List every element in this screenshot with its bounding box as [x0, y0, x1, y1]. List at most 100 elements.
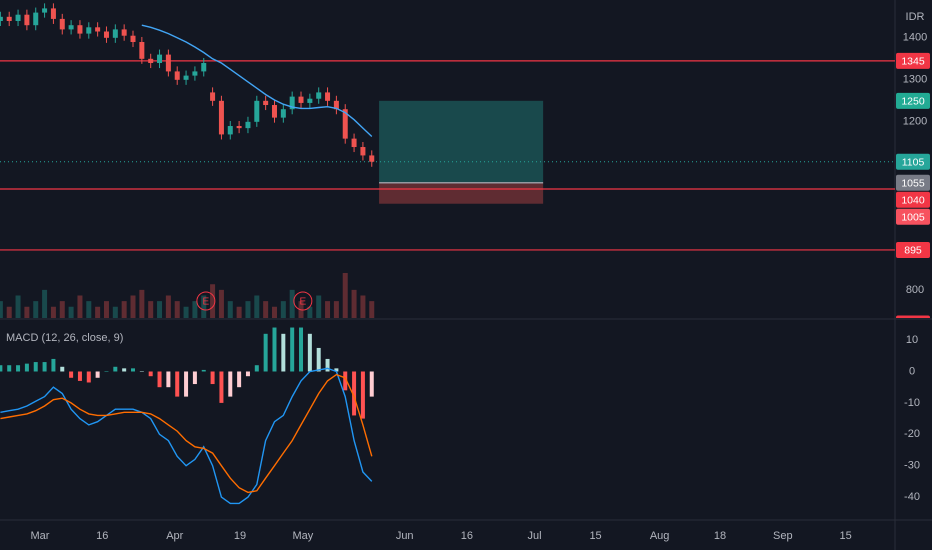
volume-bar — [227, 301, 233, 318]
price-label-box — [896, 174, 930, 191]
candle-body — [192, 71, 198, 76]
volume-bar — [68, 306, 74, 318]
volume-bar — [148, 301, 154, 318]
candle-body — [0, 16, 3, 22]
macd-histogram-bar — [0, 365, 3, 372]
volume-bar — [103, 301, 109, 318]
macd-histogram-bar — [290, 327, 295, 372]
candle-body — [68, 25, 74, 30]
macd-histogram-bar — [86, 371, 91, 383]
x-tick-label: 18 — [714, 530, 726, 542]
volume-bar — [360, 295, 366, 318]
volume-bar — [245, 301, 251, 318]
volume-bar — [351, 289, 357, 318]
candle-body — [103, 31, 109, 38]
candle-body — [227, 126, 233, 135]
macd-histogram-bar — [334, 368, 339, 372]
currency: IDR — [906, 11, 925, 23]
volume-bar — [307, 306, 313, 318]
macd-histogram-bar — [24, 363, 29, 372]
volume-bar — [77, 295, 83, 318]
macd-histogram-bar — [237, 371, 242, 388]
volume-bar — [183, 306, 189, 318]
candle-body — [165, 54, 171, 72]
candle-body — [333, 100, 339, 110]
price-label: 1005 — [901, 212, 925, 224]
candle-body — [50, 8, 56, 19]
macd-histogram-bar — [325, 358, 330, 372]
candle-body — [148, 58, 154, 64]
macd-histogram-bar — [77, 371, 82, 381]
candle-body — [139, 42, 145, 59]
macd-histogram-bar — [210, 371, 215, 385]
y-tick-label: 1400 — [903, 32, 927, 44]
volume-bar — [50, 306, 56, 318]
macd-tick-label: 10 — [906, 334, 918, 346]
macd-histogram-bar — [104, 371, 109, 372]
macd-histogram-bar — [263, 333, 268, 372]
volume-bar — [263, 301, 269, 318]
volume-bar — [316, 295, 322, 318]
macd-histogram-bar — [113, 366, 118, 372]
macd-histogram-bar — [16, 365, 21, 372]
candle-body — [342, 109, 348, 139]
volume-bar — [33, 301, 39, 318]
price-label-box — [896, 153, 930, 170]
volume-bar — [95, 306, 101, 318]
volume-bar — [192, 301, 198, 318]
price-label-box — [896, 191, 930, 208]
y-tick-label: 1300 — [903, 74, 927, 86]
price-label: 720 — [904, 318, 922, 330]
candle-body — [271, 105, 277, 118]
macd-tick-label: -40 — [904, 491, 920, 503]
candle-body — [95, 27, 101, 32]
price-scale: 1345 1250 1105 1055 1040 1005 895 720 — [896, 52, 930, 330]
target-zone — [379, 100, 544, 183]
x-tick-label: Mar — [31, 530, 50, 542]
macd-histogram-bar — [175, 371, 180, 397]
volume-bar — [130, 295, 136, 318]
volume-bar — [342, 273, 348, 318]
candle-body — [210, 92, 216, 101]
macd-histogram-bar — [192, 371, 197, 385]
x-tick-label: 15 — [589, 530, 601, 542]
macd-histogram-bar — [316, 347, 321, 372]
macd-histogram-bar — [307, 333, 312, 372]
price-label: 1105 — [902, 157, 925, 169]
macd-histogram-bar — [369, 371, 374, 397]
volume-bar — [201, 295, 207, 318]
candle-body — [15, 14, 21, 22]
moving-average — [141, 24, 373, 138]
price-label-box — [896, 208, 930, 225]
volume-bar — [236, 306, 242, 318]
macd-histogram-bar — [42, 362, 47, 372]
candle-body — [360, 147, 366, 156]
volume-bar — [6, 306, 12, 318]
volume-bar — [325, 301, 331, 318]
macd-histogram-bar — [139, 371, 144, 372]
macd-tick-label: 0 — [909, 365, 915, 377]
candle-body — [121, 29, 127, 36]
price-label-box — [896, 241, 930, 258]
price-label: 1040 — [901, 195, 925, 207]
macd-histogram-bar — [299, 327, 304, 372]
macd-histogram-bar — [343, 371, 348, 391]
macd-histogram-bar — [122, 368, 127, 372]
signal-line — [0, 373, 373, 494]
x-tick-label: Aug — [650, 530, 670, 542]
candle-body — [325, 92, 331, 101]
candle-body — [157, 54, 163, 64]
volume-bar — [15, 295, 21, 318]
price-label-box — [896, 315, 930, 318]
volume-bar — [139, 289, 145, 318]
event-label: E — [203, 297, 210, 308]
volume-bar — [254, 295, 260, 318]
volume-bar — [121, 301, 127, 318]
x-tick-label: 16 — [461, 530, 473, 542]
macd-histogram-bar — [157, 371, 162, 388]
candle-body — [298, 96, 304, 103]
macd-histogram-bar — [184, 371, 189, 397]
macd-histogram-bar — [219, 371, 224, 403]
